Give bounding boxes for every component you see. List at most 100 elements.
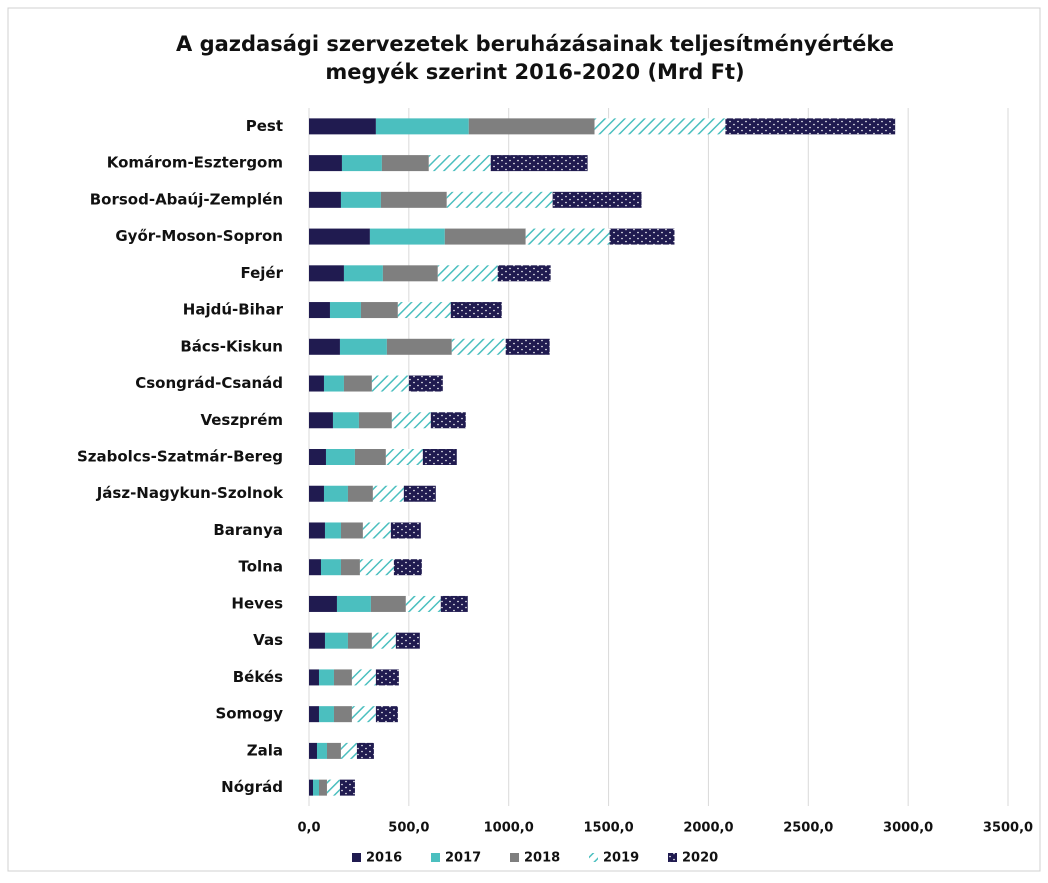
x-tick-label: 1500,0: [583, 821, 633, 836]
bar-segment: [320, 559, 341, 576]
y-tick-label: Bács-Kiskun: [180, 337, 283, 355]
y-tick-label: Hajdú-Bihar: [183, 301, 284, 319]
bar-segment: [309, 559, 321, 576]
bar-segment: [371, 632, 396, 649]
bar-segment: [351, 706, 376, 723]
bar-segment: [309, 118, 376, 135]
bar-segment: [318, 669, 334, 686]
bar-segment: [339, 779, 355, 796]
bar-segment: [382, 265, 438, 282]
bar-segment: [422, 449, 457, 465]
bar-segment: [341, 155, 382, 172]
bar-segment: [725, 118, 896, 135]
bar-segment: [347, 485, 373, 502]
x-tick-label: 1000,0: [484, 821, 534, 836]
y-tick-label: Komárom-Esztergom: [107, 154, 283, 172]
legend-label: 2018: [524, 851, 560, 866]
bar-segment: [340, 742, 357, 759]
bar-segment: [446, 191, 553, 208]
bar-segment: [370, 595, 406, 612]
bar-segment: [430, 412, 466, 429]
bar-segment: [369, 228, 445, 245]
y-tick-label: Csongrád-Csanád: [135, 374, 283, 392]
x-tick-label: 3500,0: [983, 821, 1033, 836]
bar-segment: [437, 265, 498, 282]
x-tick-label: 3000,0: [883, 821, 933, 836]
x-tick-label: 500,0: [388, 821, 429, 836]
bar-segment: [440, 595, 468, 612]
bar-segment: [309, 522, 325, 539]
legend-label: 2020: [682, 851, 718, 866]
bar-segment: [354, 449, 386, 465]
bar-segment: [386, 338, 452, 355]
y-tick-label: Zala: [247, 741, 283, 759]
bar-segment: [323, 375, 344, 392]
bar-segment: [309, 632, 325, 649]
legend-swatch: [352, 853, 361, 862]
legend-swatch: [589, 853, 598, 862]
bar-segment: [505, 338, 550, 355]
x-tick-label: 0,0: [297, 821, 320, 836]
bar-segment: [362, 522, 391, 539]
bar-segment: [309, 485, 324, 502]
legend-label: 2019: [603, 851, 639, 866]
bar-segment: [316, 742, 327, 759]
bar-segment: [309, 228, 370, 245]
bar-segment: [340, 522, 363, 539]
bar-segment: [490, 155, 588, 172]
bar-segment: [375, 118, 469, 135]
legend-swatch: [510, 853, 519, 862]
bar-segment: [336, 595, 371, 612]
bar-segment: [356, 742, 374, 759]
y-tick-label: Fejér: [240, 264, 283, 282]
bar-segment: [309, 338, 340, 355]
bar-segment: [351, 669, 376, 686]
bar-segment: [309, 155, 342, 172]
legend-swatch: [431, 853, 440, 862]
y-tick-label: Pest: [246, 117, 283, 135]
y-tick-label: Békés: [233, 668, 283, 686]
bar-segment: [340, 191, 381, 208]
bar-segment: [325, 449, 355, 465]
y-tick-label: Tolna: [239, 558, 284, 576]
bar-segment: [451, 338, 506, 355]
bar-segment: [309, 742, 317, 759]
bar-segment: [405, 595, 441, 612]
bar-segment: [309, 669, 319, 686]
bar-segment: [326, 779, 340, 796]
bar-segment: [408, 375, 443, 392]
bar-segment: [397, 302, 451, 319]
bar-segment: [347, 632, 372, 649]
y-tick-label: Somogy: [215, 705, 283, 723]
bar-segment: [343, 375, 372, 392]
bar-segment: [318, 779, 327, 796]
bar-segment: [525, 228, 610, 245]
bar-segment: [385, 449, 423, 465]
chart-border: [7, 7, 1041, 872]
bar-segment: [552, 191, 642, 208]
bar-segment: [594, 118, 726, 135]
bar-segment: [358, 412, 392, 429]
bar-segment: [609, 228, 675, 245]
bar-segment: [381, 155, 429, 172]
y-tick-label: Vas: [253, 631, 283, 649]
bar-segment: [318, 706, 334, 723]
bar-segment: [309, 191, 341, 208]
bar-segment: [395, 632, 420, 649]
bar-segment: [468, 118, 595, 135]
y-tick-label: Borsod-Abaúj-Zemplén: [90, 190, 283, 208]
bar-segment: [375, 669, 399, 686]
bar-segment: [428, 155, 491, 172]
bar-segment: [324, 522, 341, 539]
bar-segment: [339, 338, 387, 355]
bar-segment: [324, 632, 348, 649]
bar-segment: [333, 669, 352, 686]
bar-segment: [393, 559, 422, 576]
bar-segment: [312, 779, 319, 796]
bar-segment: [450, 302, 502, 319]
bar-segment: [343, 265, 383, 282]
bar-segment: [403, 485, 436, 502]
chart-title: A gazdasági szervezetek beruházásainak t…: [176, 32, 894, 56]
bar-segment: [391, 412, 431, 429]
